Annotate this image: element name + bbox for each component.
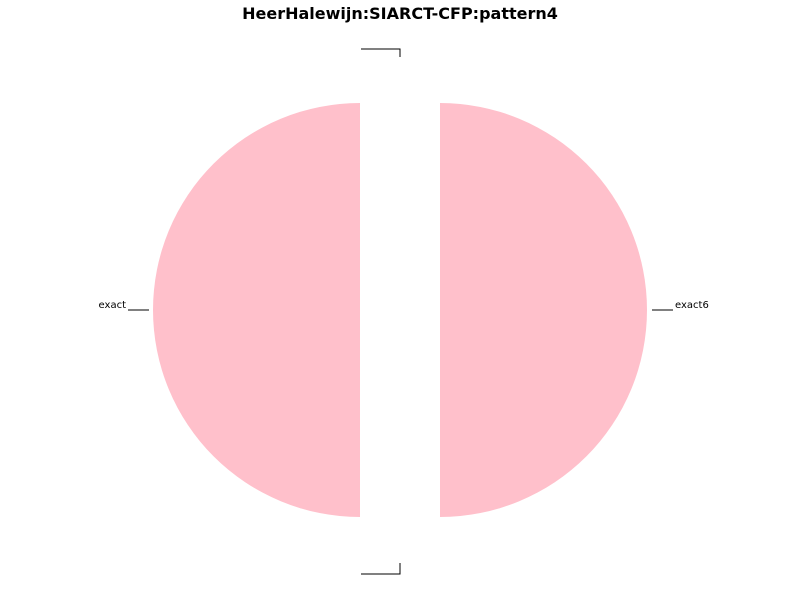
leader-line-1 xyxy=(361,563,401,575)
slice-label-2: exact xyxy=(99,300,127,311)
leader-line-3 xyxy=(361,48,401,57)
chart-title: HeerHalewijn:SIARCT-CFP:pattern4 xyxy=(242,4,558,23)
slice-label-group-2: exact xyxy=(99,300,149,311)
slice-label-group-3 xyxy=(361,48,401,57)
slice-label-group-0: exact6 xyxy=(652,300,709,311)
pie-labels: exact6 exact xyxy=(99,48,709,575)
pie-slice-0 xyxy=(440,103,647,517)
slice-label-0: exact6 xyxy=(675,300,709,311)
pie-slice-2 xyxy=(153,103,360,517)
slice-label-group-1 xyxy=(361,563,401,575)
pie-slices xyxy=(153,103,647,517)
